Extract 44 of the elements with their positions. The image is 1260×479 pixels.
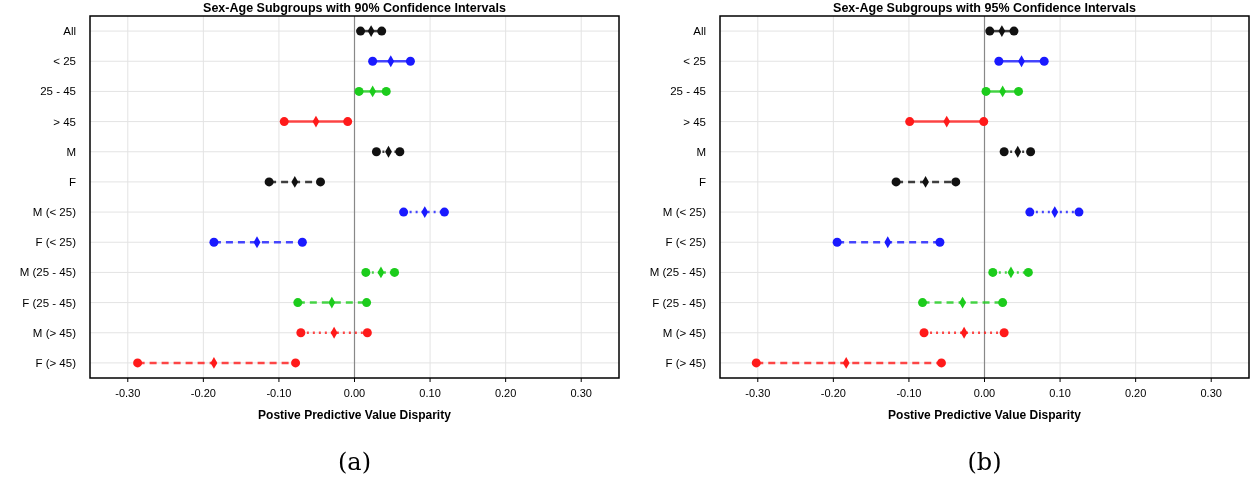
y-tick-label: All	[693, 25, 706, 38]
y-tick-label: F (> 45)	[665, 356, 707, 369]
y-tick-label: > 45	[683, 115, 706, 128]
x-tick-label: -0.10	[266, 387, 292, 399]
x-tick-label: -0.20	[190, 387, 216, 399]
x-tick-label: -0.30	[115, 387, 141, 399]
y-tick-label: > 45	[53, 115, 76, 128]
y-tick-label: M	[696, 145, 706, 158]
y-tick-label: < 25	[53, 55, 76, 68]
x-tick-label: 0.20	[494, 387, 517, 399]
y-tick-label: 25 - 45	[670, 85, 706, 98]
y-tick-label: M (25 - 45)	[19, 266, 77, 279]
chart-title: Sex-Age Subgroups with 90% Confidence Intervals	[203, 1, 506, 15]
y-tick-label: F (25 - 45)	[22, 296, 77, 309]
x-tick-label: -0.10	[896, 387, 922, 399]
chart-title: Sex-Age Subgroups with 95% Confidence Intervals	[833, 1, 1136, 15]
text: (b)	[967, 448, 1002, 476]
x-tick-label: 0.10	[419, 387, 441, 399]
y-tick-label: M (25 - 45)	[649, 266, 707, 279]
x-axis-title: Postive Predictive Value Disparity	[888, 408, 1082, 422]
y-tick-label: < 25	[683, 55, 706, 68]
y-tick-label: F	[698, 175, 706, 188]
y-tick-label: F (> 45)	[35, 356, 77, 369]
x-tick-label: 0.30	[1200, 387, 1222, 399]
x-axis-title: Postive Predictive Value Disparity	[258, 408, 452, 422]
x-tick-label: -0.30	[745, 387, 771, 399]
y-tick-label: M (< 25)	[662, 206, 707, 219]
y-tick-label: M (> 45)	[32, 326, 77, 339]
y-tick-label: M	[66, 145, 76, 158]
y-tick-label: F (< 25)	[665, 236, 707, 249]
x-tick-label: -0.20	[820, 387, 846, 399]
x-tick-label: 0.10	[1049, 387, 1071, 399]
x-tick-label: 0.00	[973, 387, 996, 399]
y-tick-label: F (< 25)	[35, 236, 77, 249]
x-tick-label: 0.00	[343, 387, 366, 399]
x-tick-label: 0.20	[1124, 387, 1147, 399]
y-tick-label: All	[63, 25, 76, 38]
x-tick-label: 0.30	[570, 387, 592, 399]
y-tick-label: M (< 25)	[32, 206, 77, 219]
y-tick-label: F (25 - 45)	[652, 296, 707, 309]
text: (a)	[337, 448, 372, 476]
y-tick-label: M (> 45)	[662, 326, 707, 339]
y-tick-label: 25 - 45	[40, 85, 76, 98]
y-tick-label: F	[68, 175, 76, 188]
